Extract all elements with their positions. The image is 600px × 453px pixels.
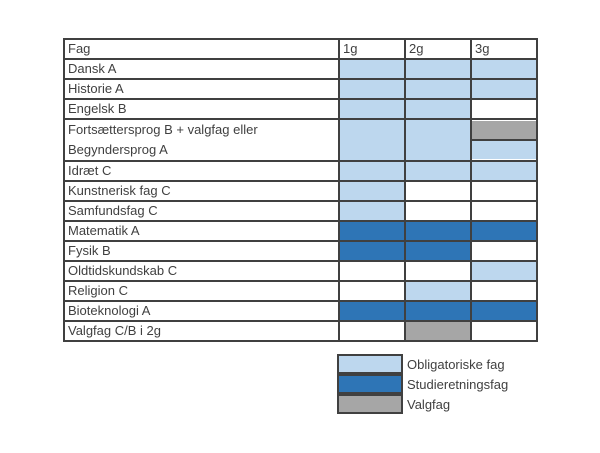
- year-cell-obligatorisk: [404, 118, 472, 162]
- table-row: Valgfag C/B i 2g: [63, 320, 538, 342]
- year-cell-split: [470, 118, 538, 162]
- header-row: Fag 1g 2g 3g: [63, 38, 538, 60]
- subject-label: Engelsk B: [63, 98, 340, 120]
- year-cell-none: [338, 320, 406, 342]
- legend-swatch: [337, 354, 403, 374]
- table-row: Dansk A: [63, 58, 538, 80]
- header-year-1: 1g: [338, 38, 406, 60]
- year-cell-obligatorisk: [470, 78, 538, 100]
- subject-label: Valgfag C/B i 2g: [63, 320, 340, 342]
- table-row: Fysik B: [63, 240, 538, 262]
- subject-label: Bioteknologi A: [63, 300, 340, 322]
- year-cell-none: [404, 200, 472, 222]
- year-cell-none: [404, 260, 472, 282]
- table-row: Engelsk B: [63, 98, 538, 120]
- table-row: Fortsættersprog B + valgfag eller Begynde…: [63, 118, 538, 162]
- year-cell-none: [470, 200, 538, 222]
- subject-label: Oldtidskundskab C: [63, 260, 340, 282]
- subject-schedule-table: Fag 1g 2g 3g Dansk A Historie A Engelsk B Forts…: [63, 38, 538, 342]
- year-cell-obligatorisk: [473, 141, 535, 159]
- year-cell-obligatorisk: [470, 58, 538, 80]
- year-cell-none: [338, 280, 406, 302]
- legend-label: Studieretningsfag: [407, 376, 509, 392]
- year-cell-none: [470, 98, 538, 120]
- year-cell-obligatorisk: [338, 78, 406, 100]
- table-row: Samfundsfag C: [63, 200, 538, 222]
- subject-label: Fortsættersprog B + valgfag eller Begynde…: [63, 118, 340, 162]
- year-cell-none: [470, 320, 538, 342]
- year-cell-obligatorisk: [338, 200, 406, 222]
- year-cell-studieretning: [404, 300, 472, 322]
- subject-label-line: Fortsættersprog B + valgfag eller: [68, 122, 258, 137]
- year-cell-obligatorisk: [404, 98, 472, 120]
- subject-label: Idræt C: [63, 160, 340, 182]
- year-cell-obligatorisk: [338, 118, 406, 162]
- table-row: Historie A: [63, 78, 538, 100]
- year-cell-none: [338, 260, 406, 282]
- table-row: Oldtidskundskab C: [63, 260, 538, 282]
- legend-swatch: [337, 373, 403, 394]
- year-cell-obligatorisk: [338, 98, 406, 120]
- legend-label: Valgfag: [407, 396, 451, 412]
- legend-item-obligatorisk: Obligatoriske fag: [337, 354, 508, 374]
- year-cell-studieretning: [470, 300, 538, 322]
- year-cell-obligatorisk: [404, 78, 472, 100]
- table-row: Matematik A: [63, 220, 538, 242]
- legend-label: Obligatoriske fag: [407, 356, 505, 372]
- header-year-3: 3g: [470, 38, 538, 60]
- table-row: Kunstnerisk fag C: [63, 180, 538, 202]
- year-cell-studieretning: [404, 220, 472, 242]
- year-cell-studieretning: [404, 240, 472, 262]
- year-cell-obligatorisk: [338, 58, 406, 80]
- year-cell-obligatorisk: [338, 180, 406, 202]
- table-row: Idræt C: [63, 160, 538, 182]
- year-cell-none: [470, 240, 538, 262]
- year-cell-obligatorisk: [404, 280, 472, 302]
- subject-label: Historie A: [63, 78, 340, 100]
- year-cell-obligatorisk: [404, 160, 472, 182]
- legend-item-valgfag: Valgfag: [337, 393, 508, 414]
- subject-label: Fysik B: [63, 240, 340, 262]
- year-cell-valgfag: [404, 320, 472, 342]
- year-cell-obligatorisk: [470, 260, 538, 282]
- subject-label: Dansk A: [63, 58, 340, 80]
- table-row: Bioteknologi A: [63, 300, 538, 322]
- year-cell-valgfag: [473, 121, 535, 141]
- table-row: Religion C: [63, 280, 538, 302]
- year-cell-none: [470, 180, 538, 202]
- subject-label: Matematik A: [63, 220, 340, 242]
- subject-label: Samfundsfag C: [63, 200, 340, 222]
- header-year-2: 2g: [404, 38, 472, 60]
- year-cell-studieretning: [338, 240, 406, 262]
- year-cell-none: [404, 180, 472, 202]
- year-cell-obligatorisk: [338, 160, 406, 182]
- subject-label: Religion C: [63, 280, 340, 302]
- year-cell-studieretning: [338, 300, 406, 322]
- subject-label-line: Begyndersprog A: [68, 142, 168, 157]
- legend: Obligatoriske fag Studieretningsfag Valgfa…: [337, 354, 508, 414]
- year-cell-studieretning: [338, 220, 406, 242]
- year-cell-obligatorisk: [470, 160, 538, 182]
- subject-label: Kunstnerisk fag C: [63, 180, 340, 202]
- legend-swatch: [337, 393, 403, 414]
- header-subject: Fag: [63, 38, 340, 60]
- year-cell-studieretning: [470, 220, 538, 242]
- legend-item-studieretning: Studieretningsfag: [337, 373, 509, 394]
- year-cell-none: [470, 280, 538, 302]
- year-cell-obligatorisk: [404, 58, 472, 80]
